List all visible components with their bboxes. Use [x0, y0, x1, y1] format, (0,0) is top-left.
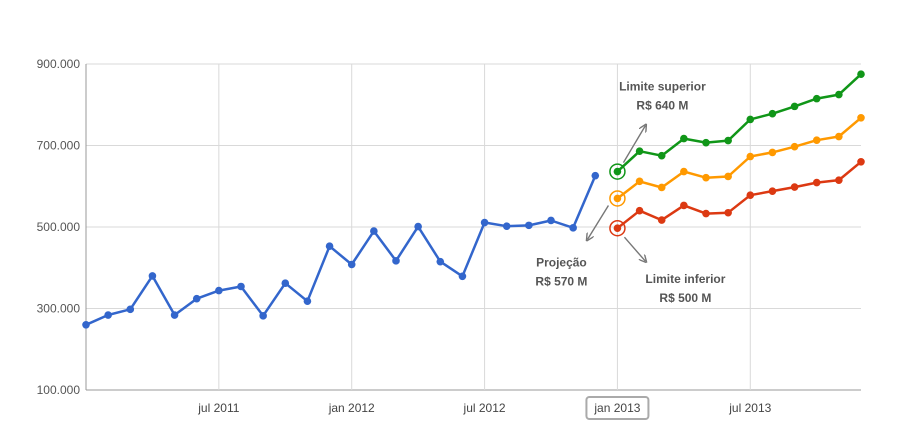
data-point-lower: [657, 216, 666, 224]
annotation-ring-projection: [609, 190, 626, 207]
data-point-lower: [835, 176, 843, 184]
data-point-lower: [790, 183, 799, 191]
series-layer: [82, 70, 865, 329]
annotation-value-upper: R$ 640 M: [636, 99, 688, 113]
data-point-upper: [724, 136, 732, 145]
data-point-upper: [768, 109, 777, 118]
data-point-projection: [724, 172, 732, 181]
data-point-history: [259, 312, 267, 320]
data-point-history: [281, 279, 290, 288]
data-point-history: [414, 222, 422, 231]
annotation-label-projection: Projeção: [536, 255, 587, 269]
data-point-history: [170, 311, 179, 319]
data-point-history: [525, 221, 533, 230]
data-point-projection: [635, 177, 644, 186]
annotation-label-lower: Limite inferior: [645, 272, 725, 286]
x-tick-label: jan 2013: [593, 401, 640, 415]
data-point-history: [126, 305, 135, 314]
annotation-value-lower: R$ 500 M: [659, 291, 711, 305]
data-point-lower: [857, 158, 865, 166]
data-point-history: [370, 227, 378, 235]
data-point-upper: [680, 134, 688, 143]
data-point-history: [436, 257, 445, 266]
data-point-history: [237, 282, 245, 291]
data-point-lower: [746, 191, 755, 200]
data-point-upper: [746, 115, 755, 124]
y-tick-label: 900.000: [37, 57, 81, 71]
data-point-history: [458, 272, 467, 281]
annotation-ring-upper: [609, 163, 626, 180]
data-point-history: [502, 222, 511, 230]
axis-layer: 900.000 700.000 500.000 300.000 100.000 jul 2…: [37, 57, 772, 420]
data-point-projection: [768, 148, 777, 157]
data-point-upper: [613, 167, 622, 176]
x-tick-label: jul 2011: [197, 401, 239, 415]
data-point-upper: [657, 151, 666, 160]
data-point-history: [392, 257, 400, 265]
data-point-upper: [835, 90, 843, 99]
data-point-history: [547, 216, 555, 225]
annotation-arrow-projection: [587, 205, 610, 239]
annotation-value-projection: R$ 570 M: [535, 274, 587, 288]
data-point-lower: [768, 187, 777, 195]
data-point-lower: [812, 178, 821, 187]
annotation-ring-lower: [609, 219, 626, 237]
x-tick-label: jul 2013: [728, 401, 771, 415]
annotation-arrow-upper: [622, 126, 645, 163]
data-point-upper: [702, 138, 710, 147]
data-point-upper: [635, 147, 644, 156]
y-tick-label: 700.000: [37, 139, 81, 153]
data-point-lower: [724, 208, 732, 217]
data-point-projection: [857, 113, 865, 122]
y-tick-label: 100.000: [37, 383, 81, 397]
x-tick-label: jul 2012: [463, 401, 506, 415]
x-tick-label: jan 2012: [328, 401, 375, 415]
data-point-upper: [857, 70, 865, 78]
data-point-history: [82, 321, 90, 329]
data-point-history: [325, 242, 334, 250]
data-point-projection: [746, 152, 755, 161]
data-point-projection: [835, 132, 843, 141]
data-point-history: [347, 260, 356, 269]
annotation-label-upper: Limite superior: [619, 80, 706, 94]
y-tick-label: 300.000: [37, 302, 81, 316]
data-point-upper: [790, 102, 799, 111]
annotation-layer: Limite superior R$ 640 M Projeção R$ 570 M L…: [535, 80, 725, 306]
data-point-lower: [702, 209, 710, 218]
data-point-lower: [613, 224, 622, 233]
data-point-history: [215, 286, 223, 295]
data-point-history: [303, 297, 312, 305]
data-point-history: [480, 218, 489, 227]
data-point-projection: [657, 183, 666, 192]
data-point-upper: [812, 94, 821, 103]
y-tick-label: 500.000: [37, 220, 81, 234]
data-point-projection: [613, 194, 622, 203]
highlighted-tick-box: [585, 396, 650, 420]
data-point-projection: [702, 173, 710, 182]
data-point-projection: [790, 142, 799, 151]
data-point-history: [104, 311, 112, 319]
data-point-projection: [812, 136, 821, 145]
data-point-history: [591, 171, 600, 180]
data-point-history: [148, 272, 157, 280]
annotation-arrow-lower: [623, 236, 645, 261]
data-point-lower: [680, 201, 688, 210]
data-point-history: [569, 224, 577, 232]
data-point-history: [192, 294, 201, 303]
data-point-lower: [635, 206, 644, 215]
data-point-projection: [680, 167, 688, 176]
